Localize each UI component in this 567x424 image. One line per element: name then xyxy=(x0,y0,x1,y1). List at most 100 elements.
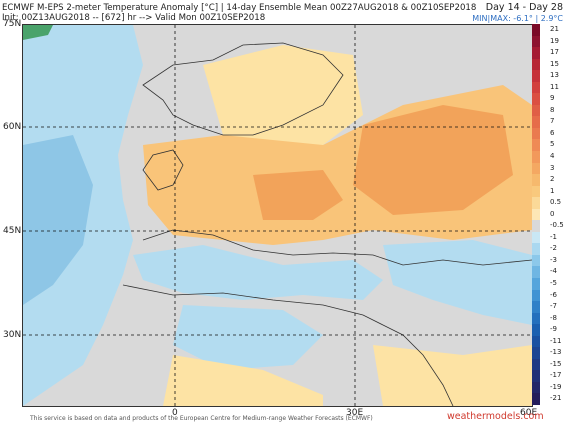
colorbar-swatch xyxy=(532,347,540,359)
colorbar-label: -11 xyxy=(550,336,562,345)
colorbar-swatch xyxy=(532,231,540,244)
colorbar-label: -0.5 xyxy=(550,221,564,230)
init-line: Init: 00Z13AUG2018 -- [672] hr --> Valid… xyxy=(2,13,266,23)
colorbar-label: 8 xyxy=(550,105,555,114)
colorbar-swatch xyxy=(532,324,540,336)
colorbar-swatch xyxy=(532,116,540,128)
colorbar-label: -3 xyxy=(550,255,557,264)
colorbar-label: -1 xyxy=(550,232,557,241)
colorbar-swatch xyxy=(532,35,540,48)
colorbar-label: -5 xyxy=(550,279,557,287)
colorbar-level: 6 xyxy=(532,127,564,140)
colorbar-level: 19 xyxy=(532,35,564,48)
colorbar-level: -6 xyxy=(532,289,564,302)
colorbar-swatch xyxy=(532,151,540,163)
colorbar-level: 9 xyxy=(532,93,564,105)
colorbar-swatch xyxy=(532,93,540,105)
lat-label: 60N xyxy=(3,122,22,132)
central-europe-warm-core xyxy=(253,170,343,220)
colorbar-swatch xyxy=(532,381,540,394)
colorbar-level: -4 xyxy=(532,266,564,278)
colorbar-label: 0 xyxy=(550,209,555,218)
atlantic-cool-core xyxy=(23,135,93,305)
colorbar-swatch xyxy=(532,139,540,151)
colorbar-level: -9 xyxy=(532,324,564,336)
greenland-region xyxy=(23,25,53,40)
colorbar-level: 5 xyxy=(532,139,564,151)
scandinavia-warm-region xyxy=(203,45,363,155)
colorbar-level: -1 xyxy=(532,231,564,244)
colorbar-label: -21 xyxy=(550,394,562,403)
colorbar-label: 19 xyxy=(550,36,559,45)
colorbar-swatch xyxy=(532,220,540,232)
colorbar-label: 6 xyxy=(550,128,555,137)
colorbar-swatch xyxy=(532,104,540,117)
colorbar-level: 0.5 xyxy=(532,197,564,209)
colorbar-label: 9 xyxy=(550,94,555,103)
colorbar-label: -4 xyxy=(550,267,557,276)
colorbar-swatch xyxy=(532,208,540,221)
colorbar-label: 3 xyxy=(550,163,555,172)
colorbar-level: 11 xyxy=(532,81,564,94)
colorbar-label: -15 xyxy=(550,359,562,368)
british-isles-coastline xyxy=(142,149,184,191)
scandinavia-coastline xyxy=(142,42,344,136)
colorbar-level: 13 xyxy=(532,70,564,82)
colorbar-level: -0.5 xyxy=(532,220,564,232)
north-africa-cool-region xyxy=(173,305,323,370)
colorbar-level: -17 xyxy=(532,370,564,382)
colorbar-swatch xyxy=(532,370,540,382)
colorbar-level: -7 xyxy=(532,301,564,313)
colorbar-swatch xyxy=(532,243,540,255)
colorbar-swatch xyxy=(532,24,540,36)
colorbar-label: 2 xyxy=(550,175,555,184)
colorbar-swatch xyxy=(532,266,540,278)
colorbar-swatch xyxy=(532,58,540,71)
colorbar-level: 21 xyxy=(532,24,564,36)
colorbar-label: 0.5 xyxy=(550,198,562,207)
southern-europe-coastline xyxy=(142,229,532,266)
colorbar-label: 5 xyxy=(550,140,555,149)
colorbar-label: 7 xyxy=(550,117,555,126)
colorbar-swatch xyxy=(532,47,540,59)
day-range: Day 14 - Day 28 xyxy=(485,2,563,13)
colorbar-level: 17 xyxy=(532,47,564,59)
brand-link[interactable]: weathermodels.com xyxy=(447,411,544,422)
colorbar-level: 7 xyxy=(532,116,564,128)
colorbar-swatch xyxy=(532,162,540,175)
colorbar-level: -2 xyxy=(532,243,564,255)
colorbar-level: -21 xyxy=(532,393,564,405)
colorbar-level: 3 xyxy=(532,162,564,175)
footer-disclaimer: This service is based on data and produc… xyxy=(30,415,373,422)
colorbar-label: 15 xyxy=(550,59,559,68)
colorbar-level: -19 xyxy=(532,381,564,394)
colorbar-label: -17 xyxy=(550,371,562,380)
colorbar-label: 1 xyxy=(550,186,555,195)
colorbar-label: 21 xyxy=(550,25,559,33)
colorbar-swatch xyxy=(532,81,540,94)
colorbar-label: -8 xyxy=(550,313,557,322)
colorbar-level: 8 xyxy=(532,104,564,117)
north-africa-coastline xyxy=(122,284,454,406)
colorbar-swatch xyxy=(532,312,540,325)
colorbar-level: -3 xyxy=(532,254,564,267)
colorbar-swatch xyxy=(532,197,540,209)
caspian-cool-region xyxy=(383,240,532,325)
sahara-warm-region xyxy=(163,355,323,406)
colorbar-swatch xyxy=(532,335,540,348)
colorbar-label: -2 xyxy=(550,244,557,253)
colorbar-label: -9 xyxy=(550,325,557,334)
title-line: ECMWF M-EPS 2-meter Temperature Anomaly … xyxy=(2,3,477,13)
lat-label: 45N xyxy=(3,226,22,236)
colorbar-level: 0 xyxy=(532,208,564,221)
graticule xyxy=(23,25,532,406)
lat-label: 75N xyxy=(3,19,22,29)
colorbar-level: 4 xyxy=(532,151,564,163)
colorbar-label: -6 xyxy=(550,290,557,299)
anomaly-map xyxy=(22,24,533,407)
colorbar: 21 19 17 15 13 11 9 8 7 6 5 4 3 2 1 0.5 0 -0.5 -1 -2 -3 -4 -5-… xyxy=(532,24,564,405)
colorbar-level: -11 xyxy=(532,335,564,348)
lon-label: 60E xyxy=(520,408,538,418)
colorbar-level: -15 xyxy=(532,358,564,371)
colorbar-swatch xyxy=(532,301,540,313)
